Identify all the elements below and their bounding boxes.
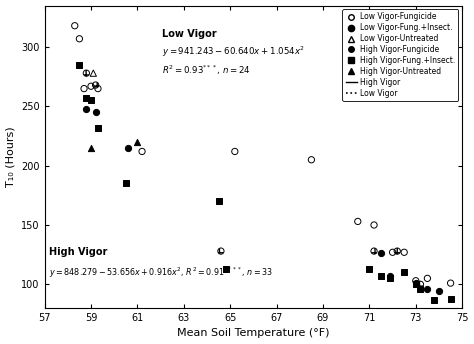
Point bbox=[412, 278, 419, 283]
Point bbox=[215, 198, 222, 204]
Point bbox=[365, 266, 373, 272]
Point bbox=[389, 249, 396, 255]
Point bbox=[430, 297, 438, 302]
Point bbox=[92, 109, 100, 115]
Text: $y = 941.243 - 60.640x + 1.054x^2$: $y = 941.243 - 60.640x + 1.054x^2$ bbox=[162, 45, 305, 60]
Point bbox=[82, 106, 90, 111]
Point bbox=[71, 23, 79, 29]
Point bbox=[231, 149, 238, 154]
Text: $y = 848.279 - 53.656x + 0.916x^2$, $R^2 = 0.91^{****}$, $n = 33$: $y = 848.279 - 53.656x + 0.916x^2$, $R^2… bbox=[49, 266, 273, 280]
Point bbox=[435, 289, 443, 294]
Point bbox=[122, 181, 129, 186]
Point bbox=[138, 149, 146, 154]
Point bbox=[417, 286, 424, 292]
Point bbox=[401, 249, 408, 255]
Point bbox=[308, 157, 315, 162]
Point bbox=[87, 98, 95, 103]
Point bbox=[90, 71, 97, 76]
Point bbox=[424, 276, 431, 281]
Point bbox=[447, 280, 455, 286]
Point bbox=[222, 266, 229, 272]
Point bbox=[82, 95, 90, 101]
Text: $R^2 = 0.93^{***}$, $n = 24$: $R^2 = 0.93^{***}$, $n = 24$ bbox=[162, 63, 250, 77]
Point bbox=[386, 273, 394, 279]
Y-axis label: T₁₀ (Hours): T₁₀ (Hours) bbox=[6, 127, 16, 187]
Point bbox=[401, 270, 408, 275]
Point bbox=[412, 281, 419, 287]
Point bbox=[76, 62, 83, 68]
Point bbox=[87, 84, 95, 89]
Point bbox=[447, 296, 455, 301]
Point bbox=[82, 71, 90, 76]
Point bbox=[417, 281, 424, 287]
Point bbox=[76, 36, 83, 42]
Point bbox=[393, 248, 401, 254]
Point bbox=[87, 145, 95, 151]
Point bbox=[134, 139, 141, 145]
X-axis label: Mean Soil Temperature (°F): Mean Soil Temperature (°F) bbox=[177, 329, 329, 338]
Text: Low Vigor: Low Vigor bbox=[162, 29, 216, 39]
Point bbox=[80, 86, 88, 92]
Point bbox=[377, 273, 385, 279]
Legend: Low Vigor-Fungicide, Low Vigor-Fung.+Insect., Low Vigor-Untreated, High Vigor-Fu: Low Vigor-Fungicide, Low Vigor-Fung.+Ins… bbox=[343, 9, 458, 101]
Point bbox=[386, 276, 394, 281]
Point bbox=[92, 82, 100, 88]
Point bbox=[217, 248, 225, 254]
Point bbox=[94, 125, 102, 130]
Point bbox=[370, 222, 378, 228]
Point bbox=[424, 286, 431, 292]
Point bbox=[377, 251, 385, 256]
Point bbox=[370, 248, 378, 254]
Point bbox=[412, 280, 419, 286]
Point bbox=[124, 145, 132, 151]
Text: High Vigor: High Vigor bbox=[49, 247, 107, 257]
Point bbox=[94, 86, 102, 92]
Point bbox=[354, 219, 362, 224]
